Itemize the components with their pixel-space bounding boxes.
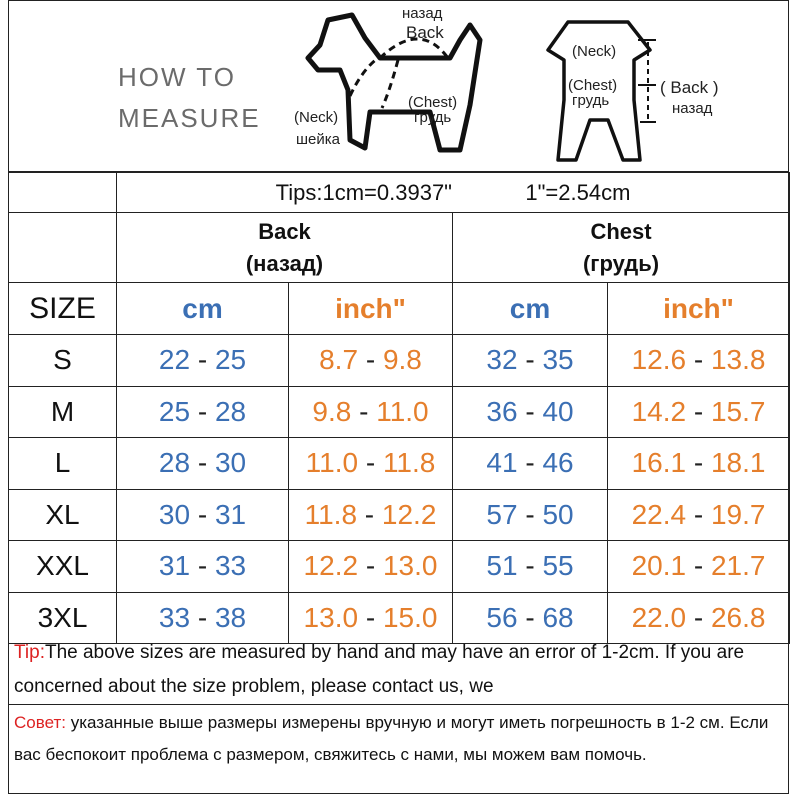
measure-header-row: Back (назад) Chest (грудь) (8, 212, 791, 283)
back-inch-cell: 12.2 - 13.0 (288, 540, 453, 593)
size-table: Tips:1cm=0.3937" 1"=2.54cm Back (назад) … (8, 172, 791, 644)
tip-label-ru: Совет: (14, 713, 66, 732)
garment-outline (546, 20, 652, 162)
chest-cm-header: cm (452, 282, 608, 335)
garment-back-ru-label: назад (672, 100, 713, 117)
neck-measure-line (348, 56, 379, 97)
back-cm-cell: 30 - 31 (116, 488, 289, 541)
tips-cm-conversion: Tips:1cm=0.3937" (275, 179, 452, 205)
chest-inch-header: inch" (606, 282, 791, 335)
chest-header: Chest (грудь) (451, 212, 791, 283)
chest-cm-cell: 57 - 50 (452, 488, 608, 541)
table-row: 3XL 33 - 38 13.0 - 15.0 56 - 68 22.0 - 2… (8, 591, 791, 644)
chest-title-ru: (грудь) (582, 250, 660, 276)
dog-neck-ru-label: шейка (296, 131, 341, 148)
tip-note-en: Tip:The above sizes are measured by hand… (8, 632, 789, 705)
chest-cm-cell: 51 - 55 (452, 540, 608, 593)
back-cm-cell: 33 - 38 (116, 591, 289, 644)
notes-section: Tip:The above sizes are measured by hand… (8, 632, 789, 796)
table-row: L 28 - 30 11.0 - 11.8 41 - 46 16.1 - 18.… (8, 437, 791, 490)
tip-text-ru: указанные выше размеры измерены вручную … (14, 713, 769, 764)
tips-empty-cell (8, 172, 117, 213)
dog-measure-illustration: назад Back (Neck) шейка (Chest) грудь (294, 5, 483, 153)
dog-neck-label: (Neck) (294, 109, 338, 126)
dog-back-label: Back (406, 23, 444, 42)
size-label: XXL (8, 540, 117, 593)
tip-label: Tip: (14, 642, 45, 663)
back-cm-cell: 31 - 33 (116, 540, 289, 593)
size-label: M (8, 385, 117, 438)
measure-text: MEASURE (118, 103, 261, 133)
chest-measure-line (380, 59, 400, 109)
chest-inch-cell: 16.1 - 18.1 (606, 437, 791, 490)
size-label: 3XL (8, 591, 117, 644)
garment-chest-ru-label: грудь (572, 92, 609, 109)
back-inch-cell: 8.7 - 9.8 (288, 334, 453, 387)
back-measure-line (378, 37, 450, 60)
back-cm-cell: 25 - 28 (116, 385, 289, 438)
unit-row: SIZE cm inch" cm inch" (8, 282, 791, 335)
chest-cm-cell: 32 - 35 (452, 334, 608, 387)
back-cm-header: cm (116, 282, 289, 335)
back-inch-cell: 11.8 - 12.2 (288, 488, 453, 541)
back-cm-cell: 22 - 25 (116, 334, 289, 387)
tips-inch-conversion: 1"=2.54cm (525, 179, 631, 205)
garment-neck-label: (Neck) (572, 43, 616, 60)
table-row: XXL 31 - 33 12.2 - 13.0 51 - 55 20.1 - 2… (8, 540, 791, 593)
back-inch-cell: 9.8 - 11.0 (288, 385, 453, 438)
tip-text: The above sizes are measured by hand and… (14, 642, 745, 697)
garment-measure-illustration: (Neck) (Chest) грудь ( Back ) назад (546, 20, 719, 162)
back-inch-header: inch" (288, 282, 453, 335)
table-row: XL 30 - 31 11.8 - 12.2 57 - 50 22.4 - 19… (8, 488, 791, 541)
size-label: XL (8, 488, 117, 541)
dog-outline (305, 12, 483, 153)
back-cm-cell: 28 - 30 (116, 437, 289, 490)
chest-cm-cell: 56 - 68 (452, 591, 608, 644)
back-title-ru: (назад) (245, 250, 324, 276)
garment-back-label: ( Back ) (660, 78, 719, 97)
chest-inch-cell: 14.2 - 15.7 (606, 385, 791, 438)
size-column-header: SIZE (8, 282, 117, 335)
back-title: Back (258, 218, 311, 244)
dog-chest-label: (Chest) (408, 94, 457, 111)
tip-note-ru: Совет: указанные выше размеры измерены в… (8, 705, 789, 796)
table-row: M 25 - 28 9.8 - 11.0 36 - 40 14.2 - 15.7 (8, 385, 791, 438)
dog-chest-ru-label: грудь (414, 109, 451, 126)
how-to-measure-header: HOW TO MEASURE назад Back (Neck) шейка (… (8, 0, 789, 172)
outer-frame (8, 0, 789, 794)
chest-title: Chest (590, 218, 652, 244)
chest-inch-cell: 12.6 - 13.8 (606, 334, 791, 387)
table-row: S 22 - 25 8.7 - 9.8 32 - 35 12.6 - 13.8 (8, 334, 791, 387)
size-label: L (8, 437, 117, 490)
chest-inch-cell: 20.1 - 21.7 (606, 540, 791, 593)
how-to-text: HOW TO (118, 62, 236, 92)
back-header: Back (назад) (116, 212, 453, 283)
chest-inch-cell: 22.4 - 19.7 (606, 488, 791, 541)
dog-back-ru-label: назад (402, 5, 443, 22)
tips-cell: Tips:1cm=0.3937" 1"=2.54cm (115, 172, 791, 213)
back-inch-cell: 13.0 - 15.0 (288, 591, 453, 644)
chest-inch-cell: 22.0 - 26.8 (606, 591, 791, 644)
tips-row: Tips:1cm=0.3937" 1"=2.54cm (8, 172, 791, 213)
garment-chest-label: (Chest) (568, 77, 617, 94)
